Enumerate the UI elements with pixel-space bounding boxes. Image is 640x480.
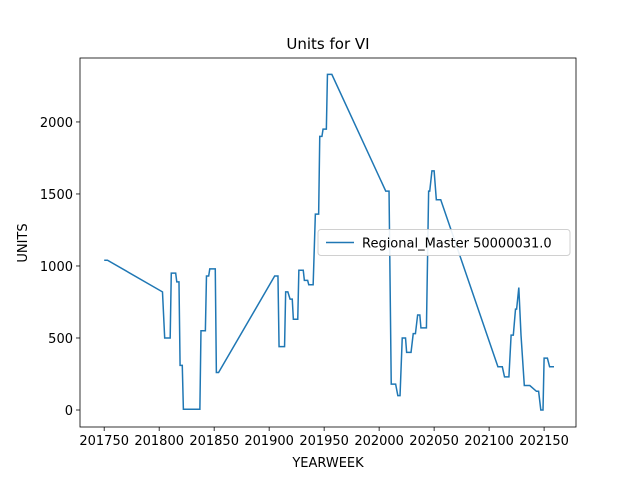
y-tick-label: 2000 (40, 116, 73, 131)
x-tick-label: 202150 (519, 434, 569, 449)
x-tick-label: 201800 (134, 434, 184, 449)
y-tick-label: 1000 (40, 260, 73, 275)
chart-title: Units for VI (286, 35, 369, 53)
data-line (104, 73, 555, 411)
y-tick-label: 500 (48, 332, 73, 347)
x-tick-label: 201750 (79, 434, 129, 449)
x-tick-label: 201950 (299, 434, 349, 449)
y-tick-label: 0 (65, 404, 73, 419)
plot-frame (79, 57, 577, 428)
x-axis-label: YEARWEEK (291, 456, 364, 471)
legend-box (317, 229, 571, 256)
y-tick-label: 1500 (40, 188, 73, 203)
x-tick-label: 202000 (354, 434, 404, 449)
legend-label: Regional_Master 50000031.0 (362, 237, 552, 252)
x-tick-label: 202100 (464, 434, 514, 449)
x-tick-label: 201900 (244, 434, 294, 449)
x-tick-label: 201850 (189, 434, 239, 449)
x-tick-label: 202050 (409, 434, 459, 449)
y-axis-label: UNITS (16, 223, 31, 262)
